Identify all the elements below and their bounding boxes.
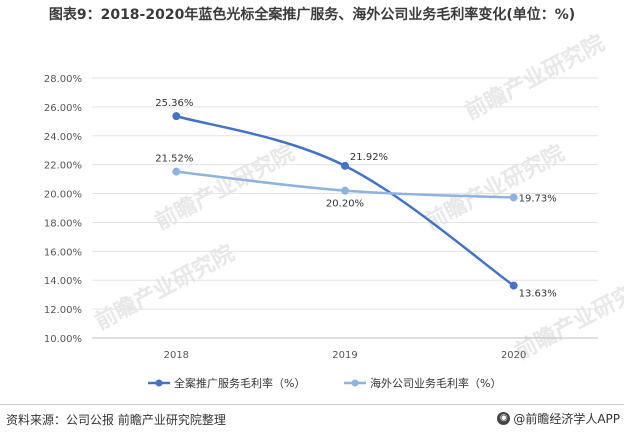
legend-label: 海外公司业务毛利率（%） [370,376,501,390]
y-tick-label: 12.00% [44,305,82,316]
y-tick-label: 20.00% [44,190,82,201]
data-point [509,193,518,202]
y-tick-label: 22.00% [44,161,82,172]
data-point [172,167,181,176]
brand-label: ◉ @前瞻经济学人APP [497,410,620,427]
footer-divider [0,404,624,405]
y-tick-label: 10.00% [44,334,82,345]
legend-marker [351,379,359,387]
y-tick-label: 16.00% [44,247,82,258]
data-point [341,161,349,170]
data-label: 13.63% [519,289,557,300]
data-label: 19.73% [519,193,557,204]
brand-logo-icon: ◉ [497,412,511,425]
y-axis-ticks: 10.00% 12.00% 14.00% 16.00% 18.00% 20.00% 22.0… [44,74,82,345]
brand-text: @前瞻经济学人APP [513,412,620,426]
x-tick-label: 2019 [332,350,357,361]
y-tick-label: 28.00% [44,74,82,85]
watermark-text: 前瞻产业研究院 [91,240,239,335]
x-tick-label: 2018 [164,350,189,361]
data-label: 21.52% [155,154,193,165]
data-label: 21.92% [350,152,388,163]
source-note: 资料来源：公司公报 前瞻产业研究院整理 [6,413,226,427]
data-point [172,112,181,121]
data-label: 25.36% [155,98,193,109]
chart-title: 图表9：2018-2020年蓝色光标全案推广服务、海外公司业务毛利率变化(单位：… [48,7,576,23]
data-point [341,186,349,195]
y-tick-label: 26.00% [44,103,82,114]
y-tick-label: 18.00% [44,218,82,229]
series-group: 25.36% 21.92% 13.63% 21.52% 20.20% 19.73% [155,98,556,299]
legend-label: 全案推广服务毛利率（%） [174,376,305,390]
x-axis-ticks: 2018 2019 2020 [164,350,527,361]
watermark-text: 前瞻产业研究院 [421,140,569,235]
legend: 全案推广服务毛利率（%） 海外公司业务毛利率（%） [148,376,501,390]
watermark-text: 前瞻产业研究院 [511,270,624,365]
data-label: 20.20% [326,199,364,210]
data-point [509,281,518,290]
x-tick-label: 2020 [501,350,526,361]
y-tick-label: 14.00% [44,276,82,287]
legend-marker [155,379,163,387]
y-tick-label: 24.00% [44,132,82,143]
